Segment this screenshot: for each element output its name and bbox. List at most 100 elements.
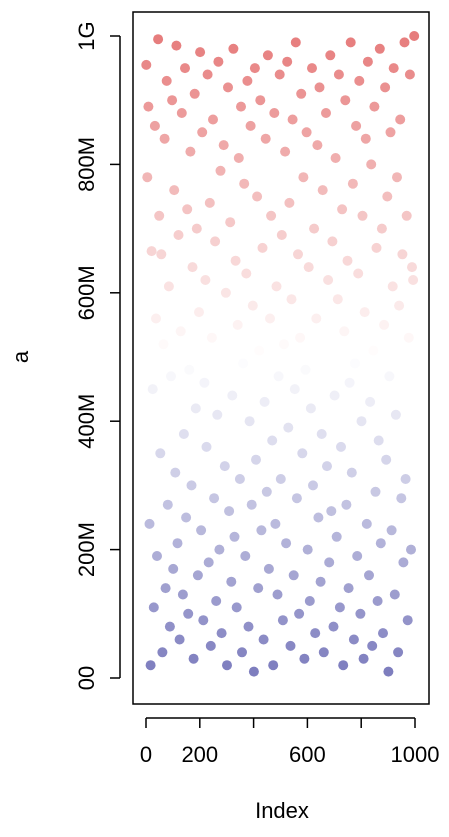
data-point	[191, 223, 202, 234]
data-point	[345, 37, 356, 48]
data-point	[340, 95, 351, 106]
data-point	[353, 268, 364, 279]
data-point	[267, 435, 278, 446]
data-point	[146, 246, 157, 257]
data-point	[393, 647, 404, 658]
data-point	[307, 63, 317, 74]
data-point	[361, 518, 372, 529]
data-point	[323, 275, 334, 285]
data-point	[151, 313, 161, 324]
y-tick-label: 200M	[74, 522, 99, 577]
data-point	[144, 518, 155, 529]
data-point	[169, 185, 180, 196]
data-point	[263, 563, 274, 574]
data-point	[379, 319, 390, 330]
data-point	[341, 499, 352, 510]
data-point	[229, 531, 240, 542]
data-point	[282, 56, 293, 67]
data-point	[244, 416, 255, 427]
data-point	[387, 281, 398, 292]
data-point	[305, 403, 316, 414]
data-point	[287, 114, 298, 125]
data-point	[198, 615, 209, 626]
data-point	[327, 236, 338, 247]
data-point	[358, 653, 369, 664]
data-point	[189, 88, 200, 99]
data-point	[265, 313, 275, 324]
data-point	[326, 506, 337, 517]
data-point	[310, 628, 321, 639]
data-point	[408, 275, 419, 285]
data-point	[337, 204, 348, 215]
data-point	[398, 557, 409, 568]
data-point	[325, 50, 336, 61]
data-point	[324, 557, 335, 568]
data-point	[348, 634, 359, 645]
data-point	[258, 634, 269, 645]
data-point	[284, 197, 295, 208]
data-point	[384, 371, 395, 382]
data-point	[355, 608, 366, 619]
data-point	[371, 242, 382, 253]
data-point	[322, 461, 332, 472]
data-point	[223, 82, 233, 93]
data-point	[201, 441, 212, 452]
data-point	[199, 377, 210, 388]
data-point	[399, 37, 410, 48]
data-point	[352, 551, 363, 561]
data-point	[346, 467, 357, 478]
data-point	[164, 621, 175, 632]
data-point	[295, 332, 306, 343]
data-point	[365, 396, 376, 407]
data-point	[243, 621, 254, 632]
x-tick-label: 1000	[391, 742, 440, 767]
data-point	[197, 127, 208, 138]
data-point	[195, 47, 206, 58]
data-point	[145, 660, 156, 671]
data-point	[188, 653, 199, 664]
data-point	[334, 602, 345, 613]
data-point	[176, 108, 187, 118]
data-point	[228, 43, 239, 54]
data-point	[298, 172, 309, 183]
data-point	[294, 608, 305, 619]
data-point	[332, 294, 343, 305]
data-point	[389, 589, 400, 600]
y-tick-label: 800M	[74, 137, 99, 192]
data-point	[205, 640, 216, 651]
data-point	[296, 88, 307, 99]
data-point	[206, 332, 217, 343]
data-point	[369, 101, 380, 112]
data-point	[225, 217, 236, 228]
data-point	[274, 69, 285, 80]
y-axis: 00 200M 400M 600M 800M 1G	[74, 21, 121, 690]
data-point	[215, 165, 226, 176]
data-point	[268, 660, 279, 671]
data-point	[269, 108, 280, 118]
data-point	[396, 493, 407, 504]
data-point	[362, 56, 373, 67]
data-point	[219, 461, 230, 472]
data-point	[202, 69, 213, 80]
data-point	[210, 236, 221, 247]
data-point	[245, 120, 256, 131]
data-point	[154, 210, 165, 221]
data-point	[214, 544, 225, 555]
data-point	[359, 307, 370, 318]
data-point	[376, 223, 387, 234]
data-point	[163, 281, 174, 292]
data-point	[392, 172, 402, 183]
data-point	[238, 358, 249, 369]
x-tick-label: 600	[289, 742, 326, 767]
data-point	[182, 204, 193, 215]
data-point	[360, 133, 371, 144]
data-point	[257, 242, 268, 253]
plot-frame	[132, 11, 430, 705]
data-point	[152, 551, 162, 561]
data-point	[314, 82, 325, 93]
data-point	[273, 371, 284, 382]
data-point	[280, 146, 291, 157]
data-point	[386, 525, 397, 536]
data-point	[300, 364, 311, 375]
